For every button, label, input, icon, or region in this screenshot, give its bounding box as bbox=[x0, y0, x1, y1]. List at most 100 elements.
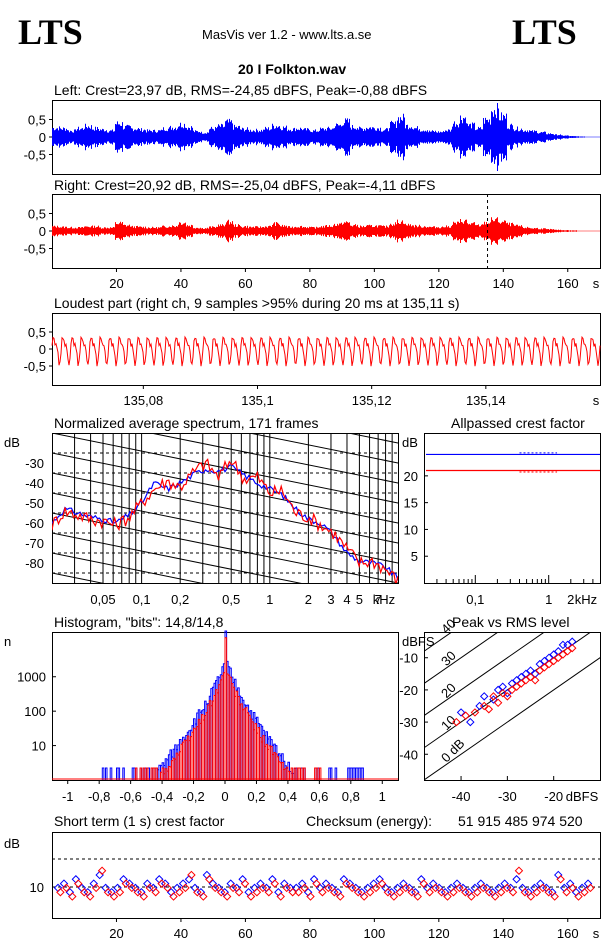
peak-vs-rms-point-right bbox=[535, 666, 545, 675]
peak-vs-rms-crest-label: 30 bbox=[438, 648, 459, 669]
short-term-crest-point-right bbox=[228, 883, 238, 893]
short-term-crest-point-right bbox=[407, 887, 417, 897]
right-waveform-ytick-label: -0,5 bbox=[24, 242, 46, 257]
short-term-crest-point-right bbox=[318, 887, 327, 897]
short-term-crest-ylabel: dB bbox=[4, 836, 20, 851]
loudest-part-xunit-label: s bbox=[593, 393, 600, 408]
allpassed-crest-ytick-label: 5 bbox=[411, 549, 418, 564]
peak-vs-rms-point-right bbox=[498, 688, 507, 698]
short-term-crest-point-right bbox=[461, 887, 470, 897]
allpassed-crest-xtick-label: 0,1 bbox=[466, 592, 484, 607]
short-term-crest-xtick-label: 40 bbox=[174, 926, 188, 941]
short-term-crest-point-right bbox=[526, 892, 536, 901]
peak-vs-rms-point-right bbox=[530, 676, 540, 685]
right-waveform-xtick-label: 120 bbox=[428, 276, 450, 291]
short-term-crest-point-right bbox=[359, 892, 369, 901]
short-term-crest-point-right bbox=[568, 883, 577, 893]
short-term-crest-point-right bbox=[425, 887, 434, 897]
short-term-crest-point-right bbox=[139, 892, 149, 901]
spectrum-slope bbox=[52, 552, 203, 583]
allpassed-crest-xunit-label: kHz bbox=[575, 592, 597, 607]
short-term-crest-point-right bbox=[443, 892, 452, 901]
short-term-crest-point-right bbox=[187, 870, 196, 880]
short-term-crest-point-right bbox=[353, 887, 363, 897]
short-term-crest-point-right bbox=[300, 883, 309, 893]
peak-vs-rms-point-right bbox=[479, 701, 489, 711]
peak-vs-rms-point-left bbox=[530, 669, 540, 679]
spectrum-slope bbox=[52, 472, 398, 544]
peak-vs-rms-point-right bbox=[489, 692, 498, 701]
short-term-crest-point-right bbox=[121, 879, 131, 888]
histogram-xtick-label: 1 bbox=[379, 789, 386, 804]
histogram-xtick-label: 0,4 bbox=[279, 789, 297, 804]
spectrum-slope bbox=[247, 433, 398, 464]
short-term-crest-point-right bbox=[264, 887, 274, 897]
histogram-ytick-label: 1000 bbox=[17, 670, 46, 685]
histogram-xtick-label: -0,6 bbox=[119, 789, 141, 804]
short-term-crest-point-right bbox=[562, 887, 571, 897]
left-waveform-trace bbox=[52, 103, 600, 171]
peak-vs-rms-ytick-label: -30 bbox=[399, 715, 418, 730]
spectrum-ylabel: dB bbox=[4, 435, 20, 450]
peak-vs-rms-point-left bbox=[456, 708, 466, 717]
short-term-crest-point-right bbox=[431, 883, 440, 893]
app-title: MasVis ver 1.2 - www.lts.a.se bbox=[202, 27, 372, 42]
right-waveform-xtick-label: 80 bbox=[303, 276, 317, 291]
loudest-part-trace bbox=[51, 335, 601, 367]
peak-vs-rms-frame bbox=[424, 632, 601, 781]
short-term-crest-point-right bbox=[324, 883, 333, 893]
short-term-crest-point-right bbox=[467, 892, 476, 901]
short-term-crest-point-right bbox=[294, 887, 303, 897]
spectrum-slope bbox=[52, 512, 398, 583]
peak-vs-rms-point-left bbox=[544, 653, 554, 662]
right-waveform-xtick-label: 40 bbox=[174, 276, 188, 291]
right-waveform-trace bbox=[52, 217, 600, 245]
short-term-crest-point-right bbox=[538, 883, 548, 893]
short-term-crest-xtick-label: 20 bbox=[109, 926, 123, 941]
short-term-crest-point-right bbox=[222, 892, 232, 901]
histogram-xtick-label: -1 bbox=[62, 789, 74, 804]
short-term-crest-point-right bbox=[157, 879, 166, 888]
spectrum-xtick-label: 2 bbox=[305, 592, 312, 607]
peak-vs-rms-xtick-label: -20 bbox=[544, 789, 563, 804]
checksum-label: Checksum (energy): bbox=[306, 813, 433, 829]
spectrum-ytick-label: -70 bbox=[25, 536, 44, 551]
peak-vs-rms-point-left bbox=[521, 669, 531, 679]
right-waveform-ytick-label: 0 bbox=[39, 224, 46, 239]
short-term-crest-point-right bbox=[401, 883, 411, 893]
allpassed-crest-xtick-label: 1 bbox=[545, 592, 552, 607]
histogram-xtick-label: 0 bbox=[221, 789, 228, 804]
short-term-crest-point-right bbox=[306, 892, 315, 901]
peak-vs-rms-crest-label: 40 bbox=[438, 616, 459, 637]
left-channel-title: Left: Crest=23,97 dB, RMS=-24,85 dBFS, P… bbox=[54, 82, 428, 98]
peak-vs-rms-point-left bbox=[526, 666, 535, 675]
peak-vs-rms-point-right bbox=[503, 692, 512, 701]
short-term-crest-point-right bbox=[484, 887, 494, 897]
short-term-crest-point-right bbox=[151, 887, 160, 897]
histogram-xtick-label: -0,4 bbox=[151, 789, 173, 804]
peak-vs-rms-point-left bbox=[563, 640, 572, 650]
peak-vs-rms-point-left bbox=[567, 637, 577, 646]
short-term-crest-point-right bbox=[109, 892, 119, 901]
peak-vs-rms-point-left bbox=[493, 685, 503, 695]
peak-vs-rms-point-right bbox=[549, 656, 558, 666]
spectrum-xtick-label: 3 bbox=[327, 592, 334, 607]
short-term-crest-point-right bbox=[252, 887, 262, 897]
short-term-crest-point-right bbox=[181, 883, 190, 893]
short-term-crest-point-right bbox=[127, 883, 137, 893]
short-term-crest-point-right bbox=[330, 887, 339, 897]
short-term-crest-point-right bbox=[68, 892, 77, 901]
peak-vs-rms-point-left bbox=[535, 659, 545, 669]
spectrum-slope bbox=[52, 492, 398, 564]
left-waveform-ytick-label: 0,5 bbox=[28, 113, 46, 128]
spectrum-slope bbox=[346, 433, 398, 444]
short-term-crest-point-left bbox=[512, 875, 521, 884]
short-term-crest-point-right bbox=[556, 875, 565, 884]
short-term-crest-point-right bbox=[478, 883, 488, 893]
allpassed-crest-ylabel: dB bbox=[402, 435, 418, 450]
loudest-part-frame bbox=[52, 313, 601, 386]
peak-vs-rms-point-right bbox=[512, 682, 521, 691]
short-term-crest-point-right bbox=[413, 892, 422, 901]
short-term-crest-point-right bbox=[389, 892, 399, 901]
